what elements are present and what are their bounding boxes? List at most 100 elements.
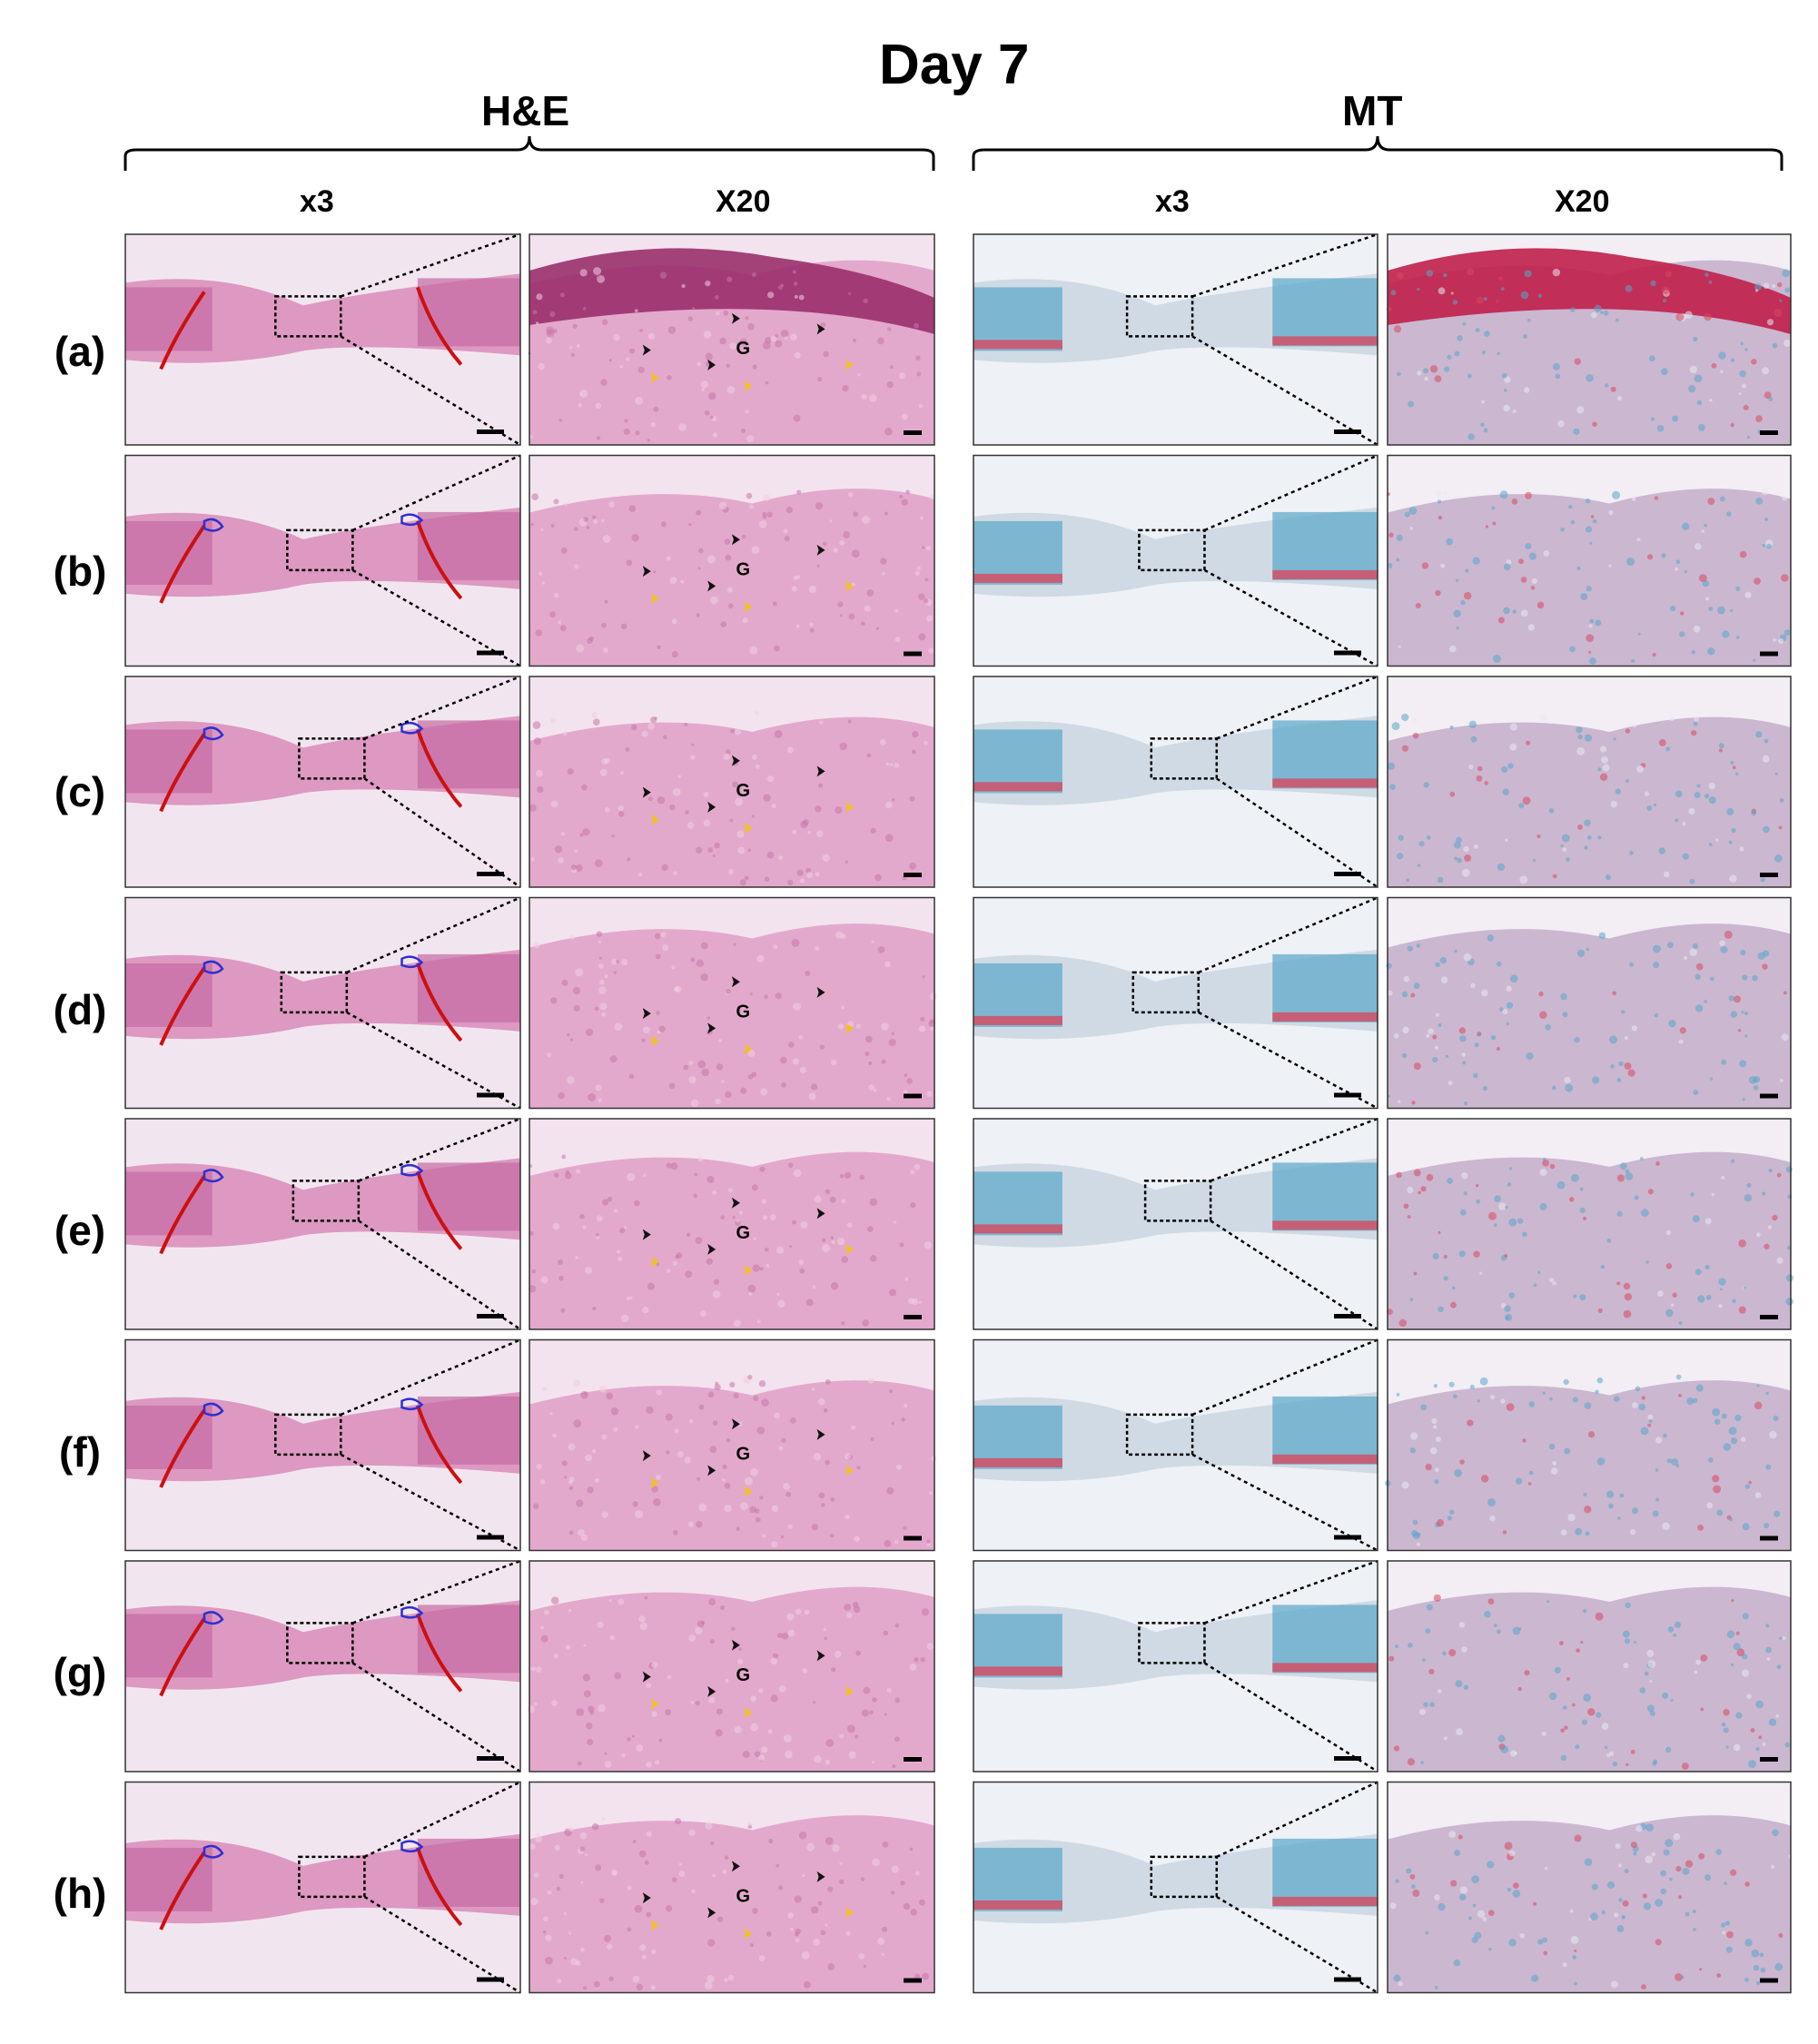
column-label-mt-x20: X20 [1555, 184, 1610, 219]
tissue-texture [1396, 853, 1404, 860]
tissue-texture [1463, 1684, 1469, 1690]
tissue-texture [1454, 949, 1457, 953]
tissue-texture [1591, 1883, 1598, 1891]
tissue-texture [687, 316, 694, 321]
tissue-texture [1625, 1172, 1634, 1180]
tissue-texture [1666, 1458, 1673, 1464]
tissue-texture [613, 1427, 618, 1432]
tissue-texture [712, 1190, 717, 1195]
tissue-texture [1562, 847, 1567, 852]
tissue-texture [846, 1222, 853, 1229]
tissue-texture [700, 973, 708, 982]
tissue-texture [892, 1764, 896, 1769]
tissue-texture [1396, 1171, 1402, 1179]
tissue-texture [1450, 291, 1454, 295]
tissue-texture [1601, 1723, 1609, 1730]
panel-border [529, 233, 935, 446]
tissue-texture [834, 1651, 842, 1658]
tissue-texture [821, 1503, 825, 1507]
tissue-texture [713, 1279, 720, 1285]
tissue-texture [1398, 1980, 1403, 1987]
tissue-texture [582, 1225, 587, 1229]
tissue-texture [885, 762, 890, 766]
tissue-texture [1583, 1216, 1586, 1220]
tissue-texture [879, 738, 886, 746]
tissue-texture [1655, 1468, 1659, 1472]
tissue-texture [727, 603, 734, 609]
tissue-texture [736, 1219, 740, 1223]
tissue-texture [591, 1822, 599, 1831]
panel-border [973, 1118, 1378, 1330]
tissue-texture [573, 1379, 581, 1387]
tissue-texture [928, 1020, 935, 1028]
tissue-texture [817, 783, 824, 788]
tissue-texture [1569, 1909, 1574, 1913]
tissue-texture [777, 1885, 784, 1891]
tissue-texture [1489, 1395, 1495, 1400]
arrow-yellow [845, 1465, 854, 1476]
tissue-texture [1588, 624, 1593, 628]
tissue-texture [801, 1951, 810, 1960]
tissue-texture [914, 1871, 920, 1876]
tissue-texture [1412, 1519, 1418, 1526]
skin-edge-right [1272, 1838, 1378, 1907]
tissue-texture [683, 1064, 689, 1071]
tissue-texture [1487, 1498, 1496, 1506]
tissue-texture [703, 791, 709, 797]
tissue-texture [1474, 1931, 1482, 1940]
background-area [1388, 1782, 1791, 1840]
tissue-texture [642, 1307, 649, 1314]
tissue-texture [915, 355, 921, 360]
tissue-texture [1539, 1011, 1547, 1019]
arrow-yellow [744, 823, 753, 834]
tissue-texture [1735, 1712, 1743, 1719]
tissue-texture [1631, 497, 1636, 501]
tissue-texture [756, 1426, 766, 1435]
tissue-texture [1531, 1974, 1539, 1982]
tissue-texture [725, 554, 732, 561]
tissue-texture [883, 1630, 889, 1636]
tissue-texture [1506, 1403, 1515, 1412]
tissue-texture [1700, 1654, 1708, 1662]
tissue-texture [646, 1406, 654, 1415]
tissue-texture [577, 1761, 582, 1766]
tissue-texture [767, 1729, 773, 1734]
tissue-texture [1675, 818, 1679, 823]
tissue-texture [1608, 1503, 1614, 1509]
tissue-texture [841, 1320, 845, 1326]
tissue-texture [1497, 1734, 1506, 1743]
tissue-texture [1634, 1640, 1637, 1644]
tissue-texture [839, 1861, 843, 1865]
tissue-texture [660, 932, 667, 938]
tissue-texture [1682, 822, 1686, 826]
tissue-texture [559, 292, 565, 298]
tissue-texture [774, 1412, 781, 1419]
zoom-region-box [1143, 1180, 1212, 1222]
tissue-texture [1654, 496, 1659, 500]
tissue-texture [1587, 1708, 1596, 1716]
tissue-texture [561, 1154, 567, 1160]
tissue-texture [1779, 798, 1784, 803]
tissue-texture [1484, 331, 1490, 337]
tissue-texture [792, 1058, 799, 1065]
scale-bar [1760, 430, 1778, 435]
tissue-texture [727, 1974, 735, 1981]
tissue-texture [1461, 868, 1470, 877]
tissue-texture [720, 621, 726, 627]
tissue-texture [1577, 824, 1583, 830]
tissue-texture [886, 1097, 891, 1101]
tissue-texture [872, 1760, 875, 1764]
tissue-texture [598, 1703, 606, 1713]
tissue-texture [1435, 1012, 1440, 1017]
tissue-texture [1653, 803, 1657, 807]
tissue-texture [1728, 995, 1734, 1002]
tissue-texture [1728, 840, 1733, 844]
tissue-texture [618, 805, 624, 812]
tissue-texture [863, 298, 869, 304]
tissue-texture [751, 1184, 758, 1191]
tissue-texture [631, 1734, 636, 1738]
tissue-texture [1708, 843, 1713, 847]
tissue-texture [1579, 1207, 1586, 1214]
epithelium-outline [203, 726, 224, 741]
tissue-texture [621, 959, 628, 966]
